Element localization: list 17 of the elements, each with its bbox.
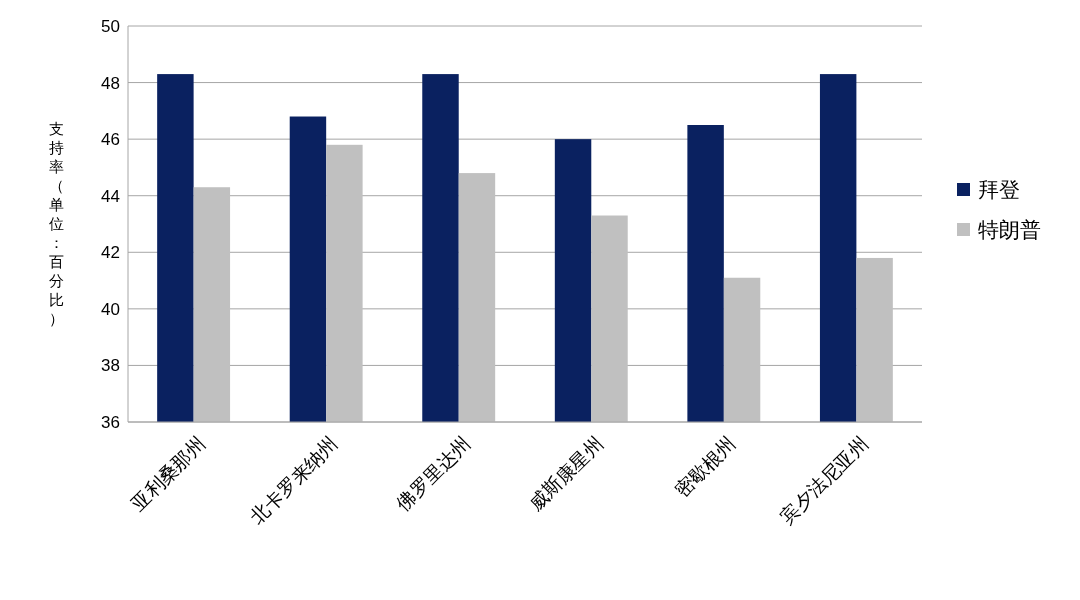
x-tick-label: 佛罗里达州 <box>392 432 475 515</box>
y-tick-label: 40 <box>101 299 120 319</box>
x-tick-label: 宾夕法尼亚州 <box>776 432 872 529</box>
y-tick-label: 46 <box>101 130 120 150</box>
legend-label: 特朗普 <box>978 218 1041 242</box>
y-tick-label: 38 <box>101 356 120 376</box>
y-tick-label: 48 <box>101 73 120 93</box>
y-tick-label: 50 <box>101 16 120 36</box>
text: 支持率（单位：百分比） <box>48 120 64 328</box>
x-tick-label: 密歇根州 <box>670 432 740 502</box>
x-tick-label: 亚利桑那州 <box>127 432 210 515</box>
y-tick-label: 36 <box>101 412 120 432</box>
x-tick-label: 威斯康星州 <box>524 432 607 515</box>
x-tick-label: 北卡罗来纳州 <box>246 432 342 529</box>
y-tick-label: 44 <box>101 186 120 206</box>
legend-label: 拜登 <box>978 178 1020 202</box>
y-tick-label: 42 <box>101 243 120 263</box>
